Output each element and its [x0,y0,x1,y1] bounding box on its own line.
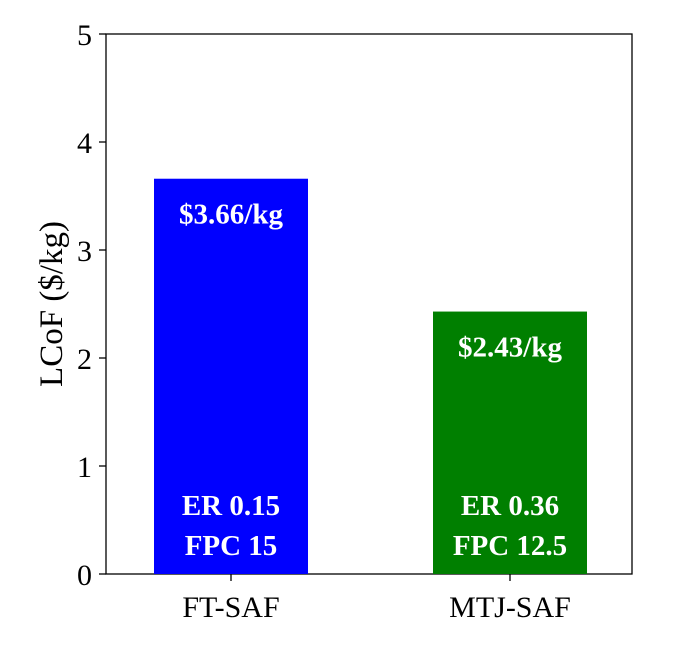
bar-value-label: $2.43/kg [458,332,562,364]
y-tick-label: 0 [77,559,92,592]
x-tick-label: FT-SAF [182,591,279,624]
y-axis-label: LCoF ($/kg) [34,221,70,387]
bar-annotation-er: ER 0.15 [182,490,280,522]
bar-ft-saf [154,178,308,574]
y-tick-label: 5 [77,19,92,52]
bar-value-label: $3.66/kg [179,199,283,231]
y-tick-label: 4 [77,127,92,160]
y-tick-label: 2 [77,343,92,376]
bar-annotation-fpc: FPC 15 [185,530,278,562]
x-axis: FT-SAF MTJ-SAF [182,574,571,624]
bars-group: $3.66/kg ER 0.15 FPC 15 $2.43/kg ER 0.36 FPC … [154,178,587,574]
y-axis: 0 1 2 3 4 5 [77,19,106,592]
bar-annotation-fpc: FPC 12.5 [453,530,567,562]
bar-mtj-saf [433,311,587,574]
plot-area-frame [105,33,633,575]
y-tick-label: 1 [77,451,92,484]
bar-annotation-er: ER 0.36 [461,490,559,522]
y-tick-label: 3 [77,235,92,268]
x-tick-label: MTJ-SAF [449,591,571,624]
